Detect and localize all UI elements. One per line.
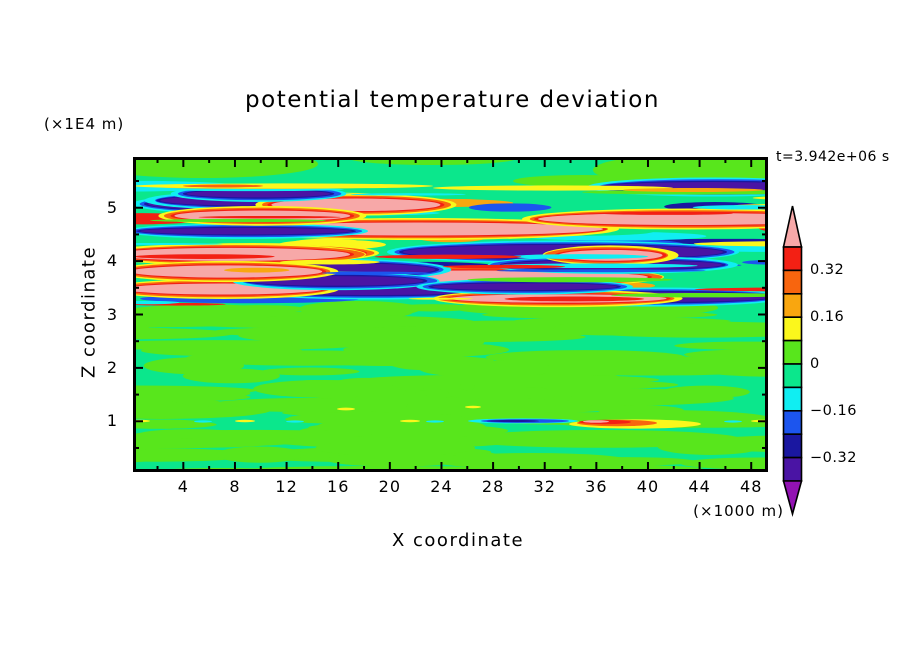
colorbar-segment-9 <box>782 456 803 482</box>
colorbar-segment-4 <box>782 339 803 365</box>
x-axis-unit: (×1000 m) <box>693 502 784 520</box>
x-tick-label-24: 24 <box>430 477 453 496</box>
y-axis-unit: (×1E4 m) <box>44 115 125 133</box>
x-tick-label-36: 36 <box>585 477 608 496</box>
colorbar-arrow-up <box>782 205 803 248</box>
colorbar-arrow-down <box>782 480 803 518</box>
x-tick-label-4: 4 <box>177 477 189 496</box>
colorbar-segment-7 <box>782 410 803 436</box>
colorbar-label-−0.32: −0.32 <box>810 449 857 466</box>
x-tick-label-40: 40 <box>636 477 660 496</box>
colorbar-segment-6 <box>782 386 803 412</box>
colorbar <box>782 205 803 518</box>
x-tick-label-48: 48 <box>740 477 763 496</box>
plot-frame <box>133 157 768 472</box>
x-tick-label-20: 20 <box>378 477 401 496</box>
x-tick-label-28: 28 <box>481 477 505 496</box>
colorbar-segment-3 <box>782 316 803 342</box>
colorbar-label-0.16: 0.16 <box>810 309 845 326</box>
x-tick-label-32: 32 <box>533 477 556 496</box>
colorbar-segment-5 <box>782 363 803 389</box>
contour-plot <box>133 157 768 472</box>
timestamp-label: t=3.942e+06 s <box>776 149 890 165</box>
colorbar-label-0: 0 <box>810 356 820 372</box>
plot-title: potential temperature deviation <box>245 87 660 113</box>
colorbar-label-−0.16: −0.16 <box>810 402 857 419</box>
x-axis-label: X coordinate <box>391 530 525 551</box>
x-tick-label-16: 16 <box>327 477 350 496</box>
contour-field <box>133 157 768 472</box>
y-tick-label-2: 2 <box>106 357 118 377</box>
y-tick-label-3: 3 <box>106 304 118 324</box>
x-tick-label-12: 12 <box>275 477 298 496</box>
colorbar-segment-1 <box>782 269 803 295</box>
colorbar-segment-2 <box>782 293 803 319</box>
y-tick-label-1: 1 <box>106 411 118 431</box>
x-tick-label-8: 8 <box>229 477 241 496</box>
colorbar-segment-8 <box>782 433 803 459</box>
colorbar-label-0.32: 0.32 <box>810 262 845 279</box>
y-tick-label-5: 5 <box>106 197 118 217</box>
x-tick-label-44: 44 <box>688 477 711 496</box>
y-tick-label-4: 4 <box>106 251 118 271</box>
colorbar-segment-0 <box>782 246 803 272</box>
